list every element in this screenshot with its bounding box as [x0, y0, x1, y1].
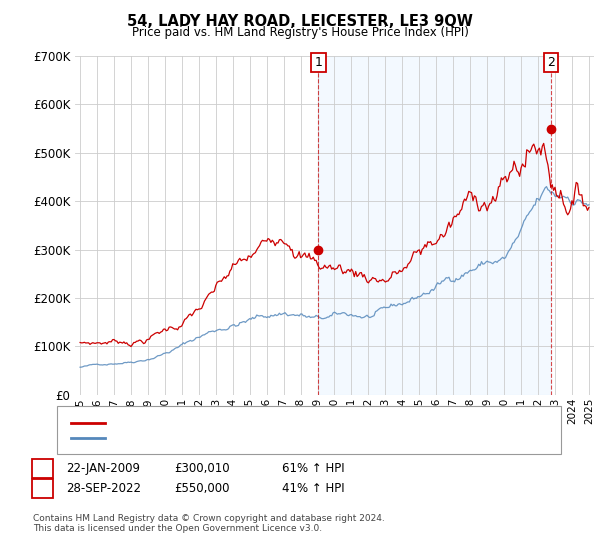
Text: 54, LADY HAY ROAD, LEICESTER, LE3 9QW: 54, LADY HAY ROAD, LEICESTER, LE3 9QW — [127, 14, 473, 29]
Text: 2: 2 — [547, 56, 554, 69]
Text: £300,010: £300,010 — [174, 462, 230, 475]
Text: 1: 1 — [314, 56, 322, 69]
Text: HPI: Average price, detached house, Leicester: HPI: Average price, detached house, Leic… — [111, 433, 368, 444]
Text: 2: 2 — [38, 482, 47, 496]
Text: 41% ↑ HPI: 41% ↑ HPI — [282, 482, 344, 496]
Bar — [319, 56, 551, 395]
Text: 1: 1 — [38, 462, 47, 475]
Text: 28-SEP-2022: 28-SEP-2022 — [66, 482, 141, 496]
Text: £550,000: £550,000 — [174, 482, 229, 496]
Text: 54, LADY HAY ROAD, LEICESTER, LE3 9QW (detached house): 54, LADY HAY ROAD, LEICESTER, LE3 9QW (d… — [111, 418, 449, 428]
Text: Price paid vs. HM Land Registry's House Price Index (HPI): Price paid vs. HM Land Registry's House … — [131, 26, 469, 39]
Text: Contains HM Land Registry data © Crown copyright and database right 2024.
This d: Contains HM Land Registry data © Crown c… — [33, 514, 385, 534]
Text: 61% ↑ HPI: 61% ↑ HPI — [282, 462, 344, 475]
Text: 22-JAN-2009: 22-JAN-2009 — [66, 462, 140, 475]
